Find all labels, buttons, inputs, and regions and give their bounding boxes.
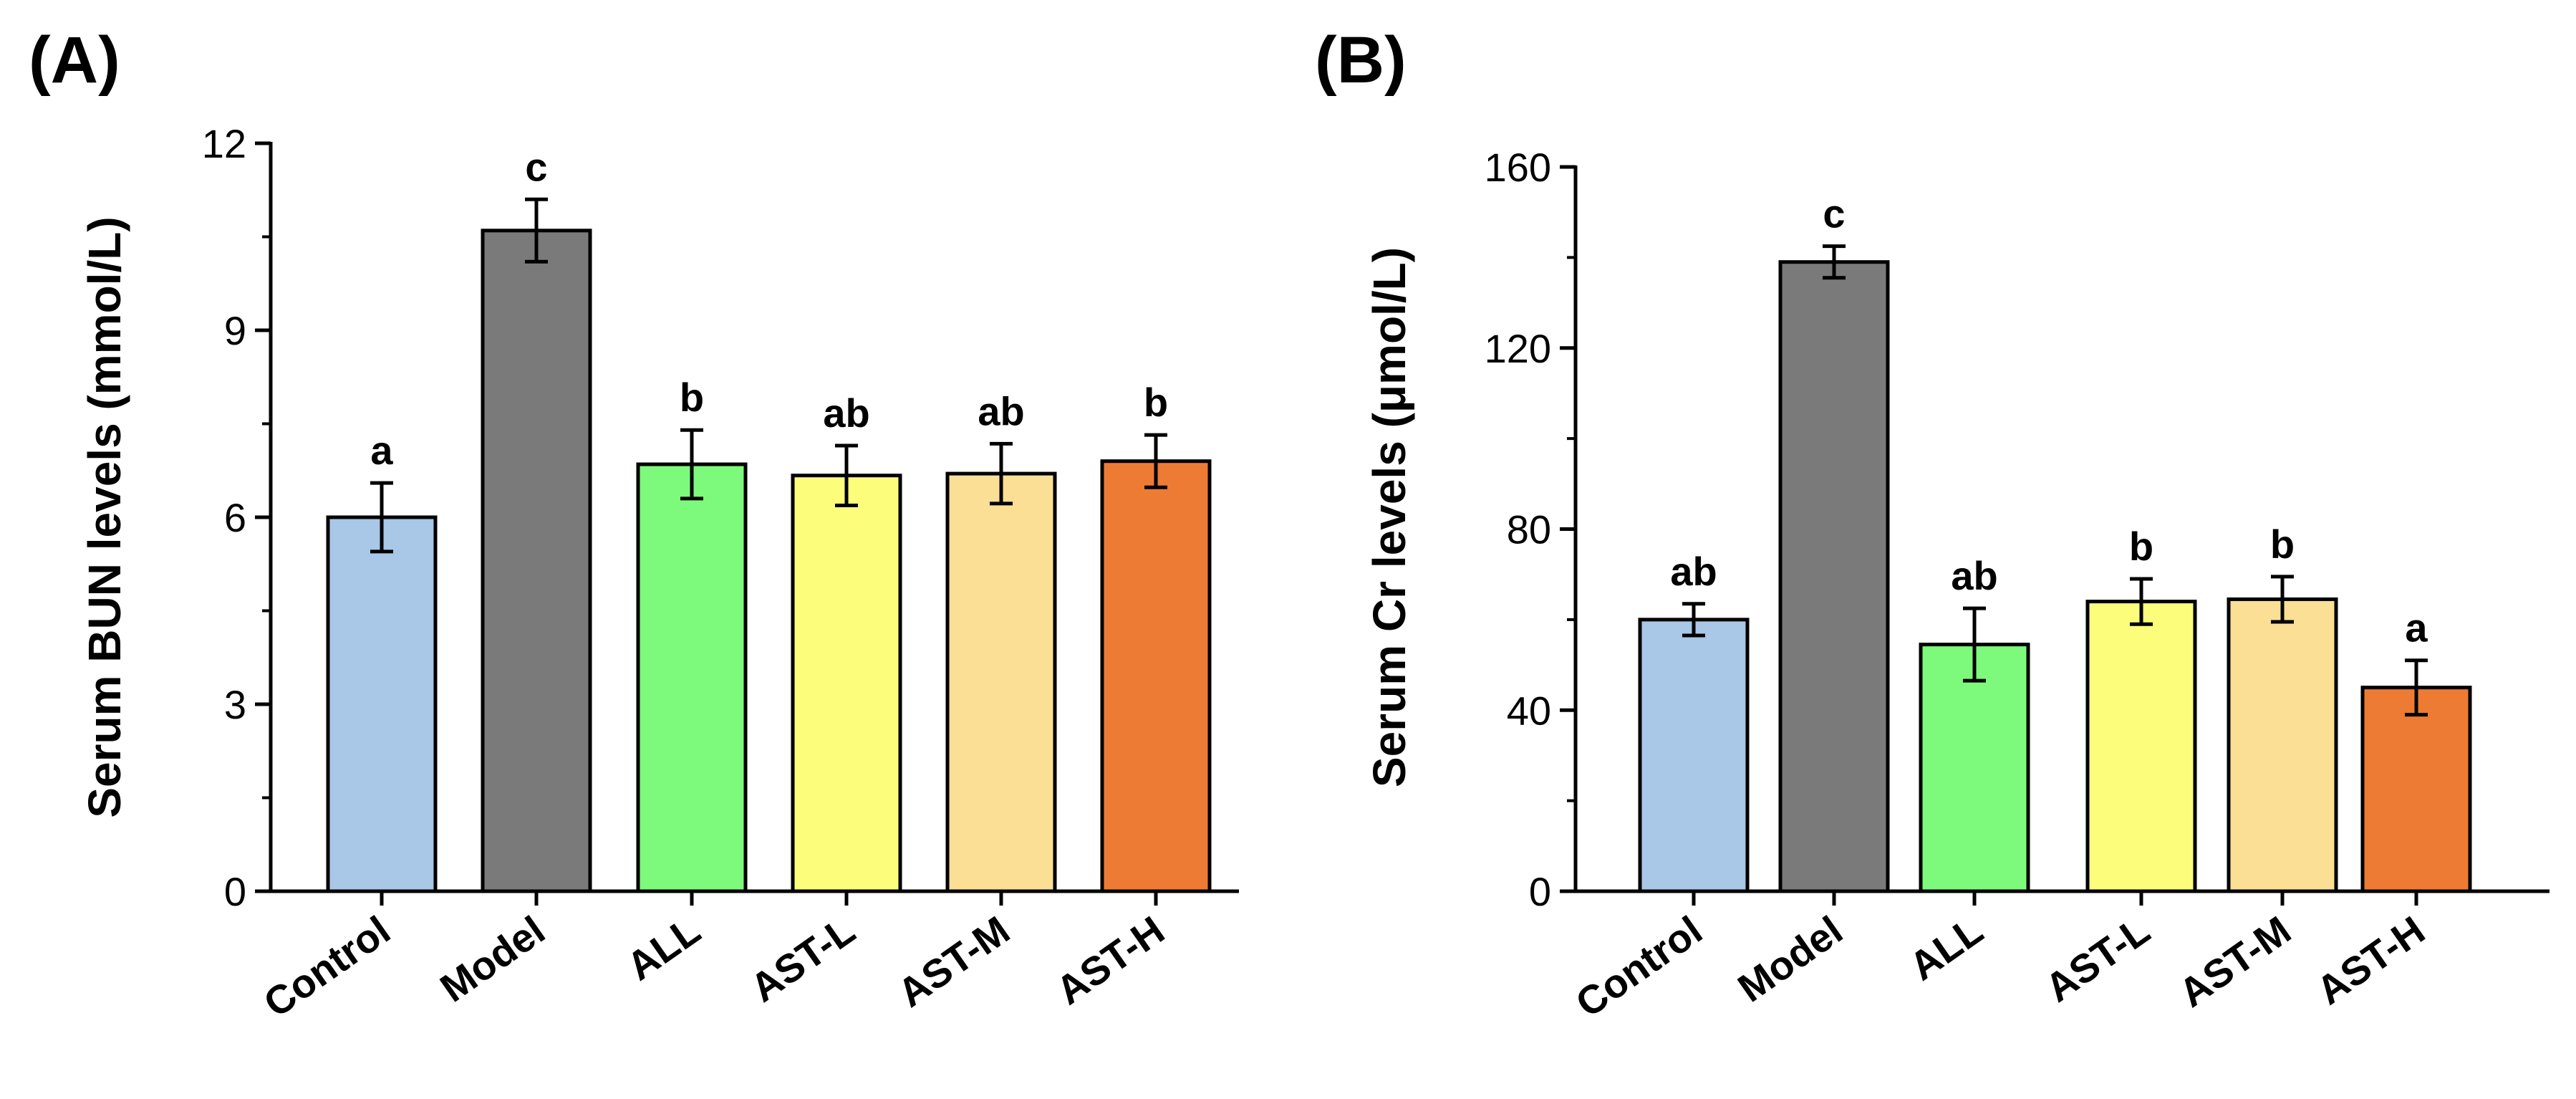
y-axis-title: Serum Cr levels (μmol/L)	[1364, 247, 1415, 787]
significance-label: b	[2129, 524, 2153, 569]
x-tick-label: ALL	[619, 907, 708, 989]
bar-ast-l	[791, 474, 902, 893]
x-tick-label: AST-M	[889, 907, 1018, 1016]
y-tick-label: 12	[202, 121, 246, 166]
y-tick-label: 160	[1485, 145, 1551, 190]
bar-ast-h	[1100, 459, 1212, 893]
significance-label: ab	[1951, 553, 1997, 598]
significance-label: ab	[978, 388, 1024, 433]
bar-ast-m	[945, 471, 1057, 893]
y-tick-label: 0	[224, 869, 246, 914]
bar-control	[1638, 618, 1750, 893]
significance-label: c	[525, 144, 547, 189]
y-tick-label: 3	[224, 682, 246, 727]
x-tick-label: AST-H	[1048, 907, 1172, 1013]
significance-label: b	[1144, 380, 1168, 425]
significance-label: ab	[823, 390, 869, 436]
significance-label: ab	[1670, 549, 1717, 594]
significance-label: b	[680, 375, 704, 420]
y-tick-label: 9	[224, 308, 246, 353]
significance-label: a	[370, 428, 393, 473]
panel-label: (A)	[29, 24, 120, 97]
chart-panel-b: (B)Serum Cr levels (μmol/L)04080120160ab…	[1315, 24, 2550, 1026]
x-tick-label: AST-M	[2171, 907, 2299, 1016]
y-tick-label: 120	[1485, 326, 1551, 371]
x-tick-label: AST-L	[2037, 907, 2158, 1010]
bar-ast-m	[2227, 597, 2338, 893]
y-axis-title: Serum BUN levels (mmol/L)	[79, 216, 130, 817]
y-tick-label: 80	[1507, 507, 1551, 552]
significance-label: c	[1823, 191, 1845, 236]
bar-all	[636, 462, 748, 893]
x-tick-label: Control	[256, 907, 398, 1026]
x-tick-label: AST-H	[2308, 907, 2433, 1013]
significance-label: b	[2270, 522, 2295, 567]
x-tick-label: Control	[1568, 907, 1710, 1026]
x-tick-label: Model	[1730, 907, 1851, 1010]
x-tick-label: AST-L	[742, 907, 863, 1010]
significance-label: a	[2405, 605, 2428, 651]
bar-all	[1919, 643, 2030, 893]
y-tick-label: 0	[1529, 869, 1551, 914]
bar-ast-h	[2360, 686, 2472, 893]
y-tick-label: 40	[1507, 688, 1551, 733]
bar-model	[481, 229, 592, 893]
y-tick-label: 6	[224, 495, 246, 540]
bar-ast-l	[2085, 600, 2197, 893]
bar-control	[326, 515, 438, 893]
x-tick-label: ALL	[1901, 907, 1991, 989]
x-tick-label: Model	[432, 907, 553, 1010]
panel-label: (B)	[1315, 24, 1407, 97]
chart-panel-a: (A) Serum BUN levels (mmol/L) 0 3 6 9 12 a Contr…	[29, 24, 1239, 1026]
bar-model	[1778, 260, 1890, 893]
